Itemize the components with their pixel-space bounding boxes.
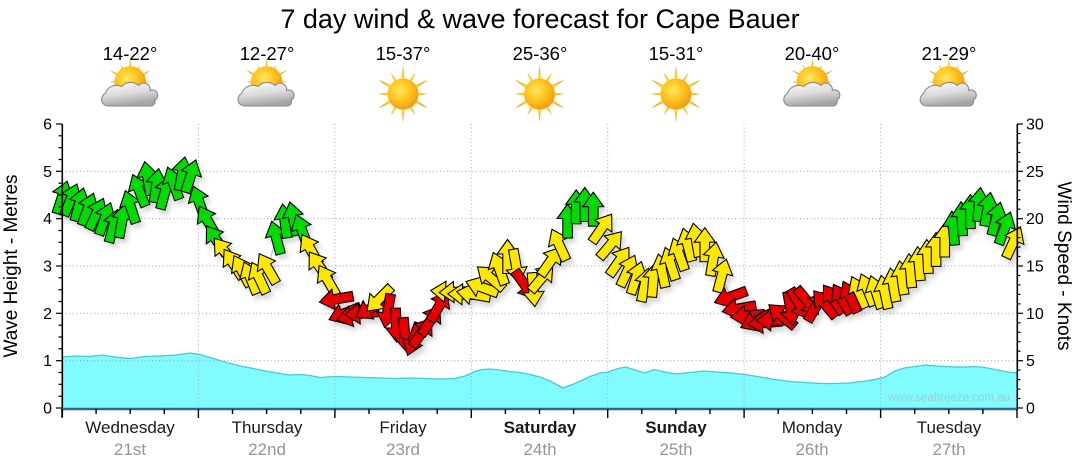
svg-text:3: 3: [43, 259, 52, 276]
svg-text:15: 15: [1026, 259, 1044, 276]
svg-text:2: 2: [43, 306, 52, 323]
svg-text:0: 0: [43, 401, 52, 418]
svg-text:Wind Speed - Knots: Wind Speed - Knots: [1053, 182, 1074, 351]
svg-text:30: 30: [1026, 117, 1044, 134]
svg-text:5: 5: [43, 164, 52, 181]
svg-text:10: 10: [1026, 306, 1044, 323]
svg-text:0: 0: [1026, 401, 1035, 418]
svg-text:1: 1: [43, 353, 52, 370]
svg-text:Wave Height - Metres: Wave Height - Metres: [1, 174, 22, 357]
svg-text:5: 5: [1026, 353, 1035, 370]
svg-text:www.seabreeze.com.au: www.seabreeze.com.au: [887, 392, 1010, 404]
svg-text:6: 6: [43, 117, 52, 134]
svg-text:25: 25: [1026, 164, 1044, 181]
svg-text:4: 4: [43, 211, 52, 228]
svg-text:20: 20: [1026, 211, 1044, 228]
